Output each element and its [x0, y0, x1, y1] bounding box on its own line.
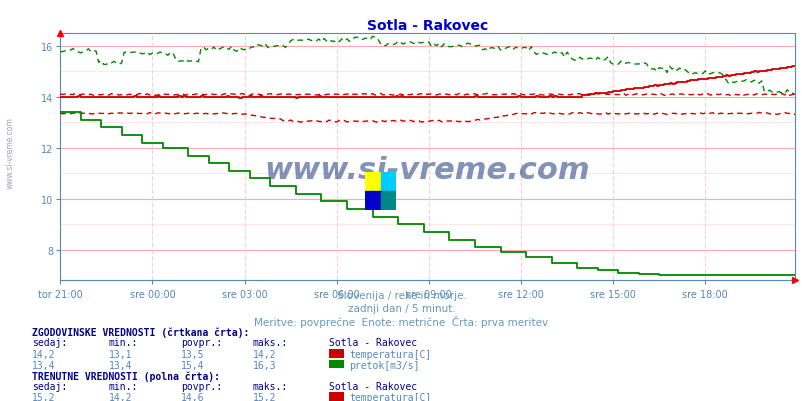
Title: Sotla - Rakovec: Sotla - Rakovec: [367, 19, 488, 33]
Text: 16,3: 16,3: [253, 360, 276, 370]
Text: min.:: min.:: [108, 338, 138, 348]
Text: ZGODOVINSKE VREDNOSTI (črtkana črta):: ZGODOVINSKE VREDNOSTI (črtkana črta):: [32, 327, 249, 337]
Text: 14,2: 14,2: [253, 349, 276, 359]
Text: temperatura[C]: temperatura[C]: [349, 392, 431, 401]
Bar: [380, 172, 395, 192]
Text: 15,4: 15,4: [180, 360, 204, 370]
Text: maks.:: maks.:: [253, 338, 288, 348]
Text: Sotla - Rakovec: Sotla - Rakovec: [329, 381, 417, 391]
Text: 13,4: 13,4: [108, 360, 132, 370]
Text: Meritve: povprečne  Enote: metrične  Črta: prva meritev: Meritve: povprečne Enote: metrične Črta:…: [254, 315, 548, 327]
Text: povpr.:: povpr.:: [180, 381, 221, 391]
Text: min.:: min.:: [108, 381, 138, 391]
Text: www.si-vreme.com: www.si-vreme.com: [6, 117, 15, 188]
Text: www.si-vreme.com: www.si-vreme.com: [265, 155, 589, 184]
Text: zadnji dan / 5 minut.: zadnji dan / 5 minut.: [347, 303, 455, 313]
Text: sedaj:: sedaj:: [32, 338, 67, 348]
Text: 13,4: 13,4: [32, 360, 55, 370]
Text: sedaj:: sedaj:: [32, 381, 67, 391]
Text: 13,5: 13,5: [180, 349, 204, 359]
Text: 15,2: 15,2: [253, 392, 276, 401]
Text: temperatura[C]: temperatura[C]: [349, 349, 431, 359]
Bar: [365, 192, 380, 211]
Text: 13,1: 13,1: [108, 349, 132, 359]
Text: maks.:: maks.:: [253, 381, 288, 391]
Text: povpr.:: povpr.:: [180, 338, 221, 348]
Text: 14,2: 14,2: [32, 349, 55, 359]
Text: TRENUTNE VREDNOSTI (polna črta):: TRENUTNE VREDNOSTI (polna črta):: [32, 371, 220, 381]
Text: pretok[m3/s]: pretok[m3/s]: [349, 360, 419, 370]
Text: 14,6: 14,6: [180, 392, 204, 401]
Text: Sotla - Rakovec: Sotla - Rakovec: [329, 338, 417, 348]
Text: Slovenija / reke in morje.: Slovenija / reke in morje.: [336, 291, 466, 301]
Bar: [365, 172, 380, 192]
Bar: [380, 192, 395, 211]
Text: 14,2: 14,2: [108, 392, 132, 401]
Text: 15,2: 15,2: [32, 392, 55, 401]
